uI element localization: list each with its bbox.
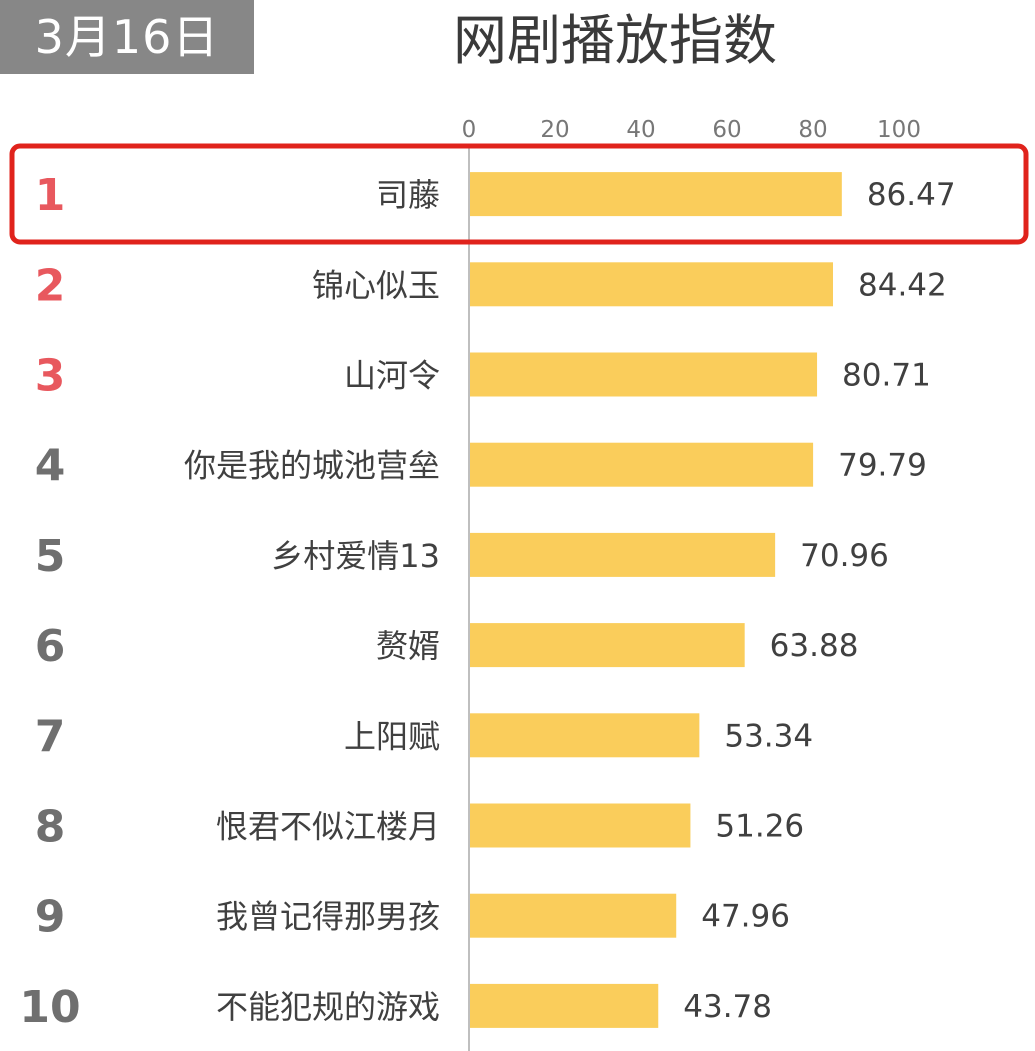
category-label: 你是我的城池营垒 [184, 447, 440, 485]
rank-number: 10 [19, 982, 80, 1033]
bar [470, 532, 776, 577]
value-label: 70.96 [800, 538, 889, 574]
rank-number: 4 [35, 441, 66, 492]
value-label: 43.78 [683, 989, 772, 1025]
category-label: 司藤 [376, 176, 440, 214]
x-tick-label: 40 [626, 117, 655, 143]
bar [470, 713, 700, 758]
rank-number: 8 [35, 802, 66, 853]
date-badge: 3月16日 [0, 0, 254, 74]
value-label: 80.71 [842, 358, 931, 394]
value-label: 53.34 [724, 718, 813, 754]
bar [470, 623, 745, 668]
rank-number: 3 [35, 351, 66, 402]
category-label: 恨君不似江楼月 [216, 808, 440, 846]
category-label: 上阳赋 [344, 717, 440, 755]
value-label: 47.96 [701, 899, 790, 935]
rank-number: 2 [35, 260, 66, 311]
bar [470, 262, 834, 307]
x-tick-label: 100 [877, 117, 921, 143]
x-tick-label: 80 [798, 117, 827, 143]
bar [470, 893, 677, 938]
rank-number: 5 [35, 531, 66, 582]
value-label: 86.47 [867, 177, 956, 213]
category-label: 赘婿 [376, 627, 440, 665]
bar [470, 803, 691, 848]
category-label: 乡村爱情13 [271, 537, 440, 575]
x-tick-label: 60 [712, 117, 741, 143]
rank-number: 1 [35, 170, 66, 221]
value-label: 63.88 [770, 628, 859, 664]
x-tick-label: 0 [462, 117, 477, 143]
rank-number: 6 [35, 621, 66, 672]
bar [470, 352, 818, 397]
bar [470, 442, 814, 487]
value-label: 79.79 [838, 448, 927, 484]
bar [470, 172, 842, 217]
category-label: 不能犯规的游戏 [216, 988, 440, 1026]
category-label: 山河令 [344, 357, 440, 395]
rank-number: 7 [35, 711, 66, 762]
rank-number: 9 [35, 892, 66, 943]
page-title: 网剧播放指数 [453, 9, 777, 72]
x-tick-label: 20 [540, 117, 569, 143]
bar [470, 983, 659, 1028]
value-label: 51.26 [715, 809, 804, 845]
value-label: 84.42 [858, 267, 947, 303]
category-label: 我曾记得那男孩 [216, 898, 440, 936]
category-label: 锦心似玉 [312, 266, 440, 304]
highlight-box [9, 143, 1029, 245]
